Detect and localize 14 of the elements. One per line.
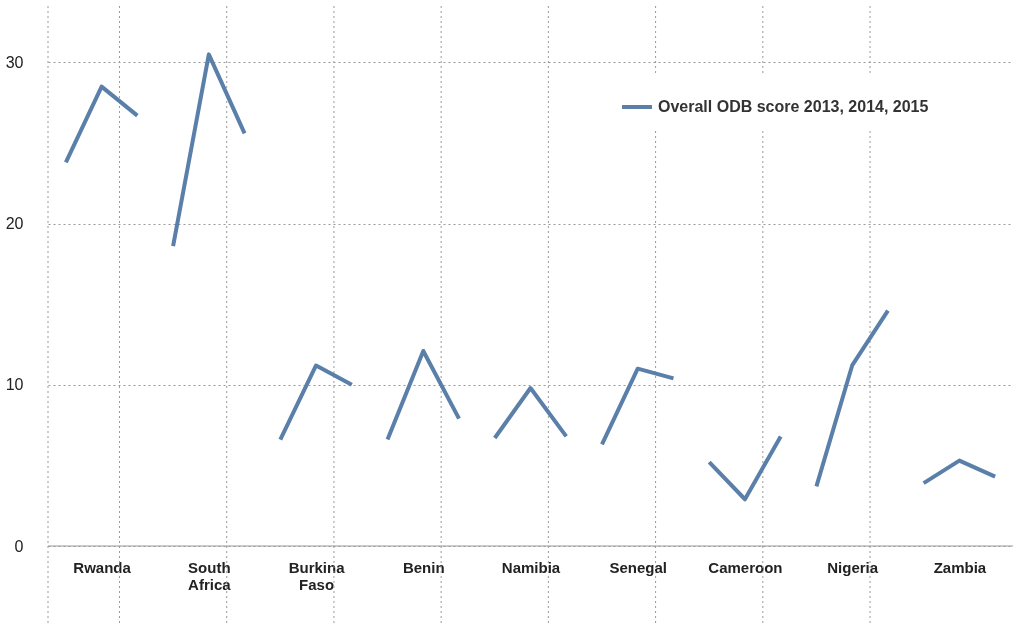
x-tick-label: Nigeria xyxy=(827,558,879,576)
y-tick-label: 0 xyxy=(14,537,24,555)
x-tick-label: Senegal xyxy=(609,558,667,576)
x-tick-label: Rwanda xyxy=(73,558,132,576)
x-tick-label: Cameroon xyxy=(708,558,783,576)
x-tick-label: South Africa xyxy=(188,558,232,593)
x-tick-label: Zambia xyxy=(933,558,987,576)
y-tick-label: 30 xyxy=(5,53,24,71)
x-tick-label: Benin xyxy=(402,558,445,576)
y-tick-label: 20 xyxy=(5,215,24,233)
legend-label: Overall ODB score 2013, 2014, 2015 xyxy=(658,98,929,115)
x-tick-label: Burkina Faso xyxy=(288,558,346,593)
x-tick-label: Namibia xyxy=(501,558,561,576)
y-tick-label: 10 xyxy=(5,376,24,394)
